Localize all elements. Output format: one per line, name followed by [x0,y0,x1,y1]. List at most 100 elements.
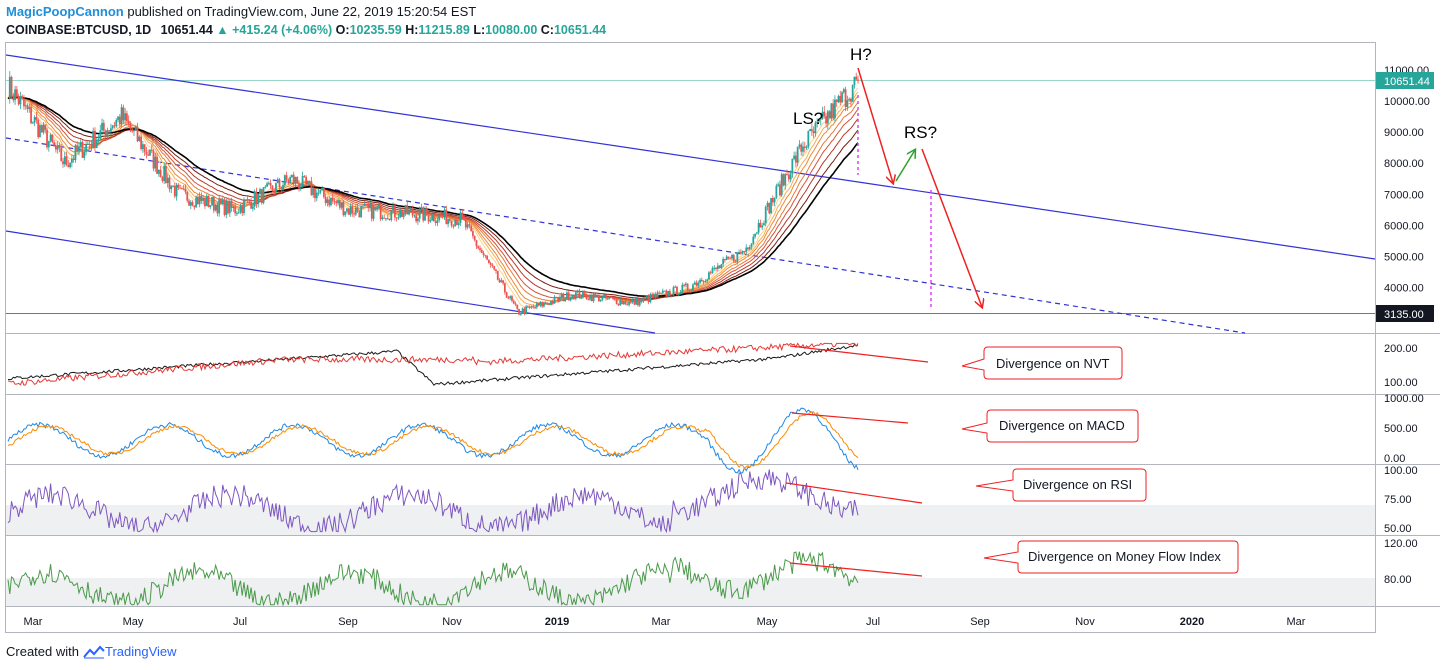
candle-body [159,169,162,178]
candle-body [443,209,446,218]
candle-body [823,111,826,117]
candle-body [363,204,366,206]
candle-body [138,136,141,142]
candle-body [550,300,552,305]
footer: Created with TradingView [6,644,177,659]
candle-body [253,191,256,207]
candle-body [770,198,772,214]
candle-body [198,196,201,205]
candle-body [523,308,526,314]
x-tick-label: May [757,616,778,628]
candle-body [17,96,20,105]
candle-body [516,304,519,309]
candle-body [124,113,127,121]
candle-body [117,116,119,121]
candle-body [828,111,831,119]
candle-body [299,187,302,189]
candle-body [527,306,529,308]
callout-rsi: Divergence on RSI [975,468,1147,502]
candle-body [386,218,389,220]
candle-body [777,184,780,186]
candle-body [70,158,73,163]
candle-body [660,292,662,294]
candle-body [115,120,118,127]
candle-body [725,256,728,261]
candle-body [803,146,806,148]
candle-body [177,184,180,188]
candle-body [628,301,630,305]
close-label: C: [540,23,554,37]
y-tick-label: 75.00 [1384,494,1412,506]
tradingview-brand-text: TradingView [104,644,177,659]
candle-body [807,131,810,147]
candle-body [645,296,648,298]
candle-body [693,282,696,285]
candle-body [585,293,588,299]
candle-body [755,232,758,234]
author-name[interactable]: MagicPoopCannon [6,4,124,19]
candle-body [670,295,673,297]
candle-body [118,116,121,125]
candle-body [509,296,512,299]
candle-body [354,207,357,215]
candle-body [360,206,363,218]
candle-body [175,184,178,197]
candle-body [850,99,852,102]
candle-body [262,187,265,204]
candle-body [452,225,455,227]
candle-body [562,294,565,302]
candle-body [608,297,611,299]
candle-body [399,209,402,218]
y-tick-label: 500.00 [1384,423,1418,435]
candle-body [125,113,128,122]
candle-body [377,205,380,208]
candle-body [10,76,13,96]
candle-body [246,199,249,201]
candle-body [794,155,797,163]
candle-body [697,282,700,286]
candle-body [134,126,137,130]
level-tag-text: 3135.00 [1384,309,1424,321]
channel-upper-line [5,54,1376,260]
ema-line [7,96,859,299]
candle-body [191,202,194,206]
candle-body [528,306,531,308]
high-label: H: [405,23,419,37]
candle-body [322,187,325,197]
candle-body [239,205,242,213]
candle-body [133,129,135,132]
candle-body [544,302,547,304]
created-with-text: Created with [6,644,79,659]
candle-body [285,175,288,181]
candle-body [557,296,560,301]
candle-body [571,295,574,299]
callout-nvt-text: Divergence on NVT [996,356,1109,371]
candle-body [638,299,641,306]
y-tick-label: 7000.00 [1384,189,1424,201]
candle-body [390,210,393,220]
candle-body [821,111,824,119]
candle-body [141,144,144,149]
candle-body [814,122,817,134]
candle-body [674,286,677,288]
candle-body [818,119,820,122]
candle-body [85,144,87,152]
candle-body [40,125,43,133]
candle-body [308,181,311,183]
candle-body [454,219,457,226]
candle-body [747,247,749,250]
y-tick-label: 200.00 [1384,343,1418,355]
candle-body [282,185,284,190]
candle-body [658,292,661,294]
candle-body [525,306,528,314]
last-price-tag: 10651.44 [1376,72,1434,89]
candle-body [154,156,157,169]
candle-body [619,300,622,306]
pattern-arrows [857,67,982,307]
candle-body [732,254,735,262]
candle-body [853,76,856,86]
candle-body [834,99,836,119]
candle-body [53,142,56,146]
tradingview-brand[interactable]: TradingView [83,644,177,659]
